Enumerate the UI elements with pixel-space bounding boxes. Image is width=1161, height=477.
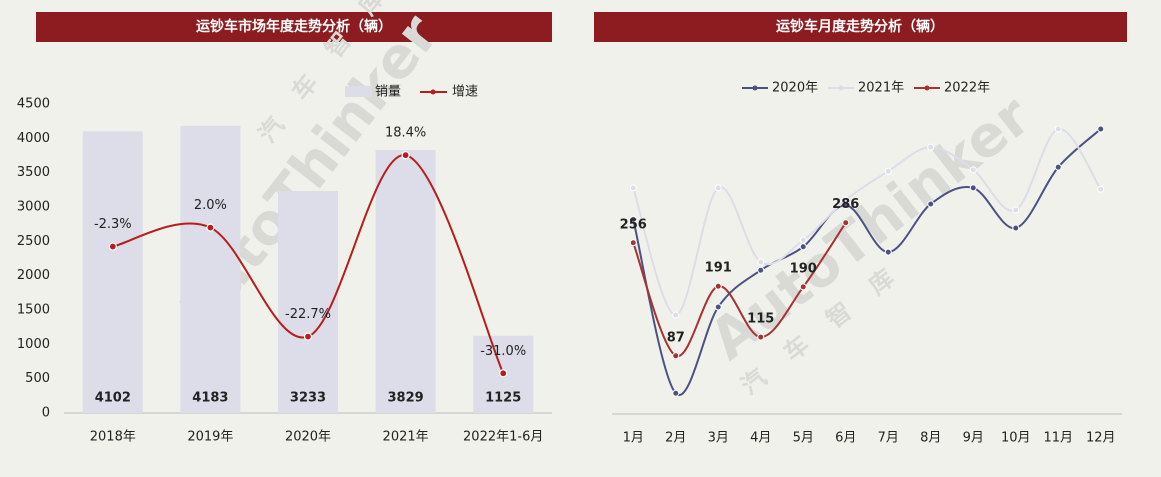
x-tick-label: 2020年 bbox=[285, 430, 331, 445]
series-marker bbox=[927, 200, 935, 208]
series-marker bbox=[969, 184, 977, 192]
growth-marker bbox=[206, 223, 215, 232]
series-marker bbox=[1054, 163, 1062, 171]
series-marker bbox=[1054, 125, 1062, 133]
series-marker bbox=[672, 352, 680, 360]
legend-marker bbox=[924, 85, 930, 91]
y-tick-label: 1500 bbox=[17, 303, 50, 318]
title-bar bbox=[594, 12, 1127, 42]
data-label: 191 bbox=[705, 261, 732, 276]
data-label: 190 bbox=[790, 261, 817, 276]
series-marker bbox=[1012, 224, 1020, 232]
x-tick-label: 12月 bbox=[1086, 431, 1116, 446]
y-tick-label: 2000 bbox=[17, 268, 50, 283]
title-bar bbox=[36, 12, 552, 42]
x-tick-label: 2月 bbox=[665, 431, 686, 446]
series-marker bbox=[1012, 206, 1020, 214]
series-marker bbox=[757, 333, 765, 341]
series-marker bbox=[884, 248, 892, 256]
series-marker bbox=[799, 236, 807, 244]
legend-label: 增速 bbox=[452, 85, 478, 100]
x-tick-label: 2022年1-6月 bbox=[463, 430, 543, 445]
growth-marker bbox=[401, 151, 410, 160]
growth-label: -22.7% bbox=[285, 307, 331, 322]
bar bbox=[82, 131, 143, 413]
series-marker bbox=[842, 219, 850, 227]
legend-label: 2022年 bbox=[944, 81, 990, 96]
series-marker bbox=[757, 258, 765, 266]
series-marker bbox=[629, 184, 637, 192]
data-label: 286 bbox=[832, 197, 859, 212]
chart-title: 运钞车市场年度走势分析（辆） bbox=[196, 18, 392, 35]
legend-marker bbox=[838, 85, 844, 91]
legend-marker bbox=[430, 89, 436, 95]
series-marker bbox=[842, 196, 850, 204]
growth-label: 18.4% bbox=[385, 126, 426, 141]
series-marker bbox=[757, 266, 765, 274]
series-marker bbox=[672, 311, 680, 319]
marks: 0 500 1000 1500 2000 2500 3000 3500 4000 4500 2018… bbox=[17, 81, 1122, 446]
series-marker bbox=[629, 215, 637, 223]
series-marker bbox=[799, 243, 807, 251]
y-tick-label: 500 bbox=[25, 371, 50, 386]
x-tick-label: 11月 bbox=[1043, 431, 1073, 446]
bar bbox=[278, 191, 338, 413]
legend-label: 2021年 bbox=[858, 81, 904, 96]
series-marker bbox=[927, 143, 935, 151]
data-label: 87 bbox=[667, 330, 685, 345]
y-tick-label: 3500 bbox=[17, 165, 50, 180]
x-tick-label: 2018年 bbox=[90, 430, 136, 445]
series-marker bbox=[714, 303, 722, 311]
growth-label: -2.3% bbox=[94, 217, 132, 232]
series-marker bbox=[629, 239, 637, 247]
series-marker bbox=[1097, 185, 1105, 193]
y-tick-label: 0 bbox=[42, 406, 50, 421]
series-marker bbox=[969, 166, 977, 174]
bar bbox=[180, 125, 241, 413]
x-tick-label: 2019年 bbox=[187, 430, 233, 445]
y-tick-label: 3000 bbox=[17, 200, 50, 215]
x-tick-label: 7月 bbox=[878, 431, 899, 446]
x-tick-label: 1月 bbox=[623, 431, 644, 446]
series-marker bbox=[884, 167, 892, 175]
bar-value-label: 3233 bbox=[290, 391, 326, 406]
y-tick-label: 1000 bbox=[17, 337, 50, 352]
bar-value-label: 4183 bbox=[192, 391, 228, 406]
x-tick-label: 2021年 bbox=[383, 430, 429, 445]
growth-label: 2.0% bbox=[194, 198, 227, 213]
growth-marker bbox=[108, 242, 117, 251]
chart-title: 运钞车月度走势分析（辆） bbox=[776, 18, 944, 35]
data-label: 256 bbox=[620, 217, 647, 232]
bar bbox=[375, 150, 436, 414]
legend-label: 销量 bbox=[375, 85, 401, 100]
series-marker bbox=[672, 389, 680, 397]
growth-marker bbox=[303, 332, 313, 341]
growth-label: -31.0% bbox=[480, 344, 526, 359]
x-tick-label: 9月 bbox=[963, 431, 984, 446]
growth-line bbox=[112, 154, 505, 374]
bar-value-label: 1125 bbox=[485, 391, 521, 406]
y-tick-label: 2500 bbox=[17, 234, 50, 249]
series-marker bbox=[714, 282, 722, 290]
x-tick-label: 10月 bbox=[1001, 431, 1031, 446]
legend-label: 2020年 bbox=[772, 81, 818, 96]
series-marker bbox=[799, 283, 807, 291]
bar-value-label: 3829 bbox=[388, 391, 424, 406]
series-marker bbox=[1097, 125, 1105, 133]
x-tick-label: 8月 bbox=[920, 431, 941, 446]
growth-marker bbox=[499, 369, 508, 378]
y-tick-label: 4500 bbox=[17, 97, 50, 112]
legend-swatch bbox=[345, 86, 372, 97]
y-tick-label: 4000 bbox=[17, 131, 50, 146]
series-marker bbox=[714, 184, 722, 192]
x-tick-label: 3月 bbox=[708, 431, 729, 446]
legend-marker bbox=[752, 85, 758, 91]
x-tick-label: 6月 bbox=[835, 431, 856, 446]
x-tick-label: 4月 bbox=[750, 431, 771, 446]
data-label: 115 bbox=[747, 312, 774, 327]
x-tick-label: 5月 bbox=[793, 431, 814, 446]
bar-value-label: 4102 bbox=[95, 391, 131, 406]
